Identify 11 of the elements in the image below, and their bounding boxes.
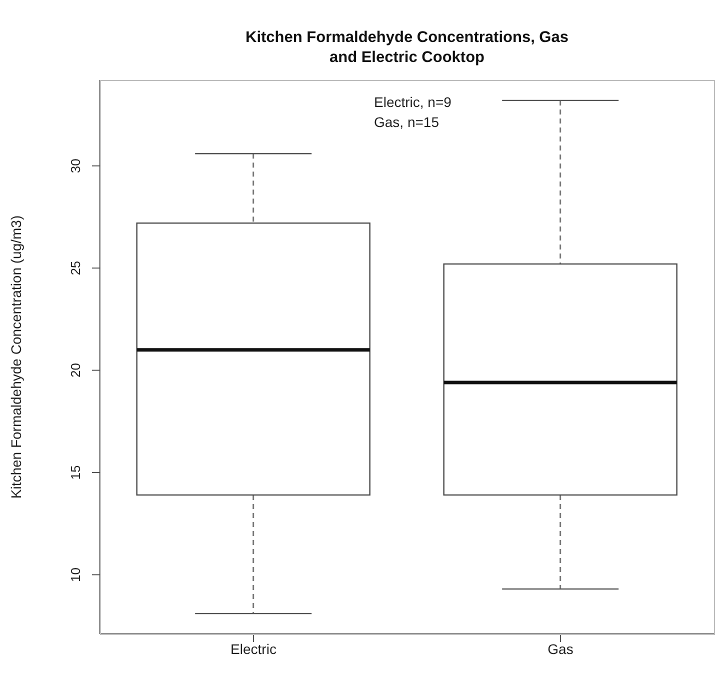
y-axis-title: Kitchen Formaldehyde Concentration (ug/m3) xyxy=(8,215,24,499)
y-tick-label: 15 xyxy=(68,465,83,480)
y-tick-label: 30 xyxy=(68,158,83,174)
y-tick-label: 10 xyxy=(68,567,83,582)
annotation: Gas, n=15 xyxy=(374,113,440,132)
y-tick-label: 20 xyxy=(68,363,83,378)
chart-title: Kitchen Formaldehyde Concentrations, Gas and Electric Cooktop xyxy=(244,28,570,68)
x-tick-label: Gas xyxy=(548,640,574,657)
x-tick-label: Electric xyxy=(230,640,276,657)
y-tick-label: 25 xyxy=(68,260,83,276)
annotation: Electric, n=9 xyxy=(374,93,452,112)
